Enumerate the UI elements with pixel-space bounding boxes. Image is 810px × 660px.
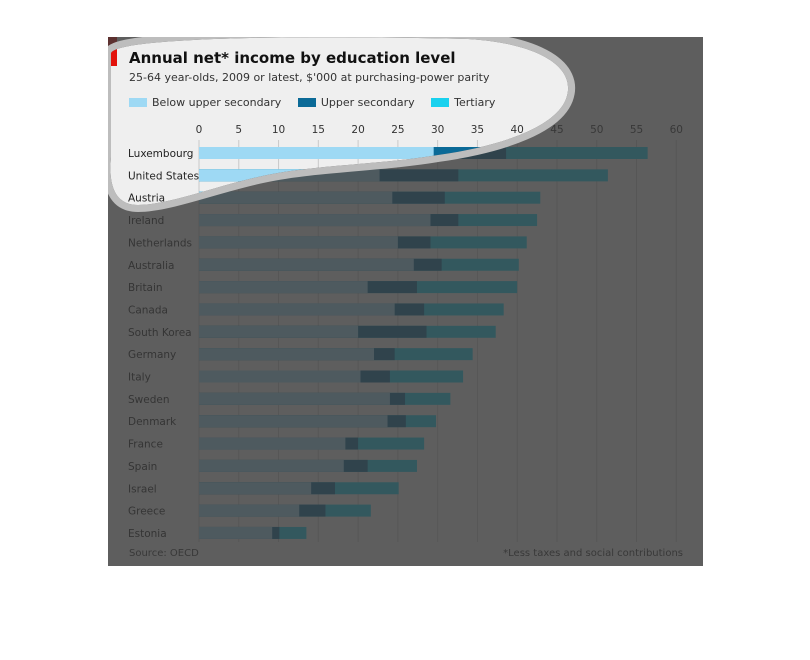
- category-label: France: [128, 439, 163, 451]
- category-label: Ireland: [128, 215, 164, 227]
- bar-below-upper-secondary: [199, 437, 346, 450]
- x-tick-label: 5: [235, 124, 242, 136]
- x-tick-label: 10: [272, 124, 285, 136]
- bar-below-upper-secondary: [199, 169, 380, 182]
- x-tick-label: 45: [550, 124, 563, 136]
- x-tick-label: 50: [590, 124, 603, 136]
- x-tick-label: 60: [670, 124, 683, 136]
- category-label: Canada: [128, 304, 168, 316]
- bar-below-upper-secondary: [199, 459, 344, 472]
- bar-below-upper-secondary: [199, 504, 300, 517]
- category-label: Netherlands: [128, 237, 192, 249]
- footnote: *Less taxes and social contributions: [503, 548, 683, 559]
- x-tick-label: 40: [511, 124, 524, 136]
- category-label: Italy: [128, 372, 151, 384]
- bar-below-upper-secondary: [199, 214, 431, 227]
- category-label: Sweden: [128, 394, 170, 406]
- bar-below-upper-secondary: [199, 258, 414, 271]
- category-label: Spain: [128, 461, 157, 473]
- category-label: Australia: [128, 260, 174, 272]
- x-tick-label: 55: [630, 124, 643, 136]
- bar-below-upper-secondary: [199, 415, 388, 428]
- x-tick-label: 20: [351, 124, 364, 136]
- x-tick-label: 30: [431, 124, 444, 136]
- bar-below-upper-secondary: [199, 281, 368, 294]
- x-tick-label: 0: [196, 124, 203, 136]
- category-label: Luxembourg: [128, 148, 193, 160]
- bar-below-upper-secondary: [199, 303, 395, 316]
- bar-below-upper-secondary: [199, 348, 375, 361]
- x-tick-label: 25: [391, 124, 404, 136]
- category-label: Britain: [128, 282, 163, 294]
- bar-below-upper-secondary: [199, 191, 393, 204]
- category-label: Estonia: [128, 528, 167, 540]
- bar-below-upper-secondary: [199, 392, 390, 405]
- bar-below-upper-secondary: [199, 482, 312, 495]
- category-label: Israel: [128, 483, 157, 495]
- bar-below-upper-secondary: [199, 325, 359, 338]
- bar-below-upper-secondary: [199, 236, 398, 249]
- bar-below-upper-secondary: [199, 370, 361, 383]
- bar-below-upper-secondary: [199, 526, 273, 539]
- bar-below-upper-secondary: [199, 147, 434, 159]
- x-tick-label: 15: [312, 124, 325, 136]
- category-label: Denmark: [128, 416, 177, 428]
- category-label: Austria: [128, 193, 165, 205]
- category-label: United States: [128, 170, 199, 182]
- category-label: Greece: [128, 506, 165, 518]
- x-tick-label: 35: [471, 124, 484, 136]
- category-label: South Korea: [128, 327, 192, 339]
- source-note: Source: OECD: [129, 548, 199, 559]
- category-label: Germany: [128, 349, 176, 361]
